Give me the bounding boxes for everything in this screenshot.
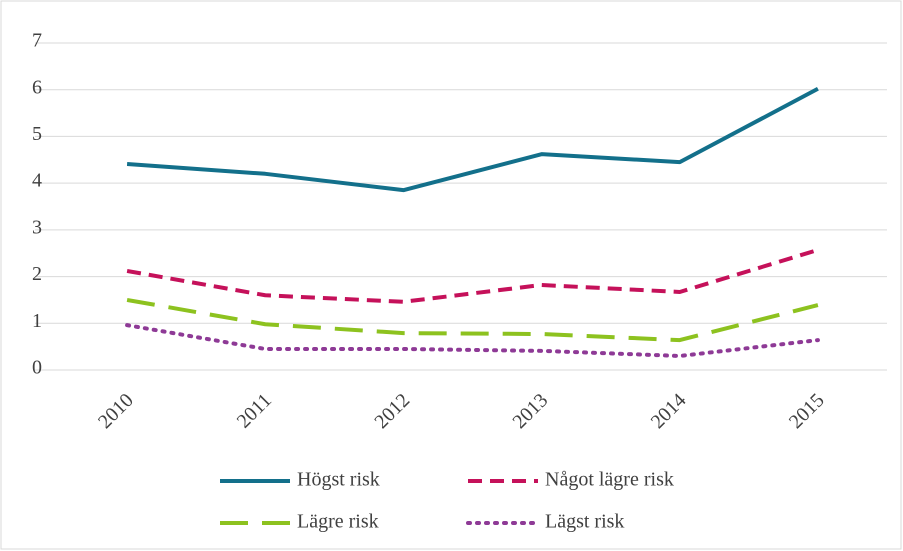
legend-label: Högst risk xyxy=(297,469,380,491)
y-tick-label: 7 xyxy=(32,30,42,52)
y-tick-label: 2 xyxy=(32,263,42,285)
series-line xyxy=(126,87,819,193)
y-tick-label: 3 xyxy=(32,216,42,238)
series-line xyxy=(126,297,819,343)
y-tick-label: 5 xyxy=(32,123,42,145)
series-line xyxy=(125,323,820,358)
series-line xyxy=(126,248,819,304)
legend-label: Lägre risk xyxy=(297,511,379,533)
legend-label: Lägst risk xyxy=(545,511,624,533)
y-tick-label: 4 xyxy=(32,170,42,192)
y-tick-label: 6 xyxy=(32,76,42,98)
y-tick-label: 0 xyxy=(32,357,42,379)
legend-label: Något lägre risk xyxy=(545,469,674,491)
y-tick-label: 1 xyxy=(32,310,42,332)
